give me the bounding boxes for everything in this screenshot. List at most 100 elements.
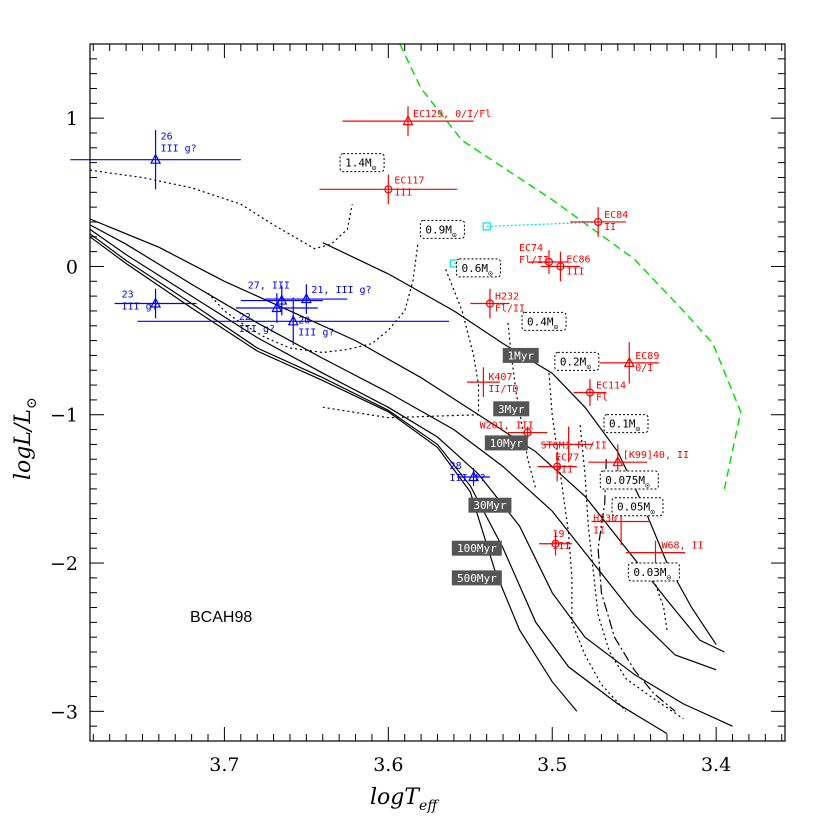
svg-text:1Myr: 1Myr xyxy=(508,349,535,362)
star-19-III xyxy=(539,531,572,556)
star-label: III g? xyxy=(298,327,334,338)
isochrone-30Myr xyxy=(89,228,733,727)
star-label: 28 xyxy=(450,461,462,472)
star-label: W68, II xyxy=(662,541,704,552)
svg-text:10Myr: 10Myr xyxy=(490,437,523,450)
isochrone-label: 100Myr xyxy=(451,540,502,556)
y-tick-label: −3 xyxy=(50,701,78,723)
star-label: III g? xyxy=(161,144,197,155)
isochrone-3Myr xyxy=(89,218,725,653)
star-label: III g? xyxy=(122,302,158,313)
star-label: 19 xyxy=(553,529,565,540)
x-tick-label: 3.4 xyxy=(701,754,731,776)
x-tick-label: 3.5 xyxy=(537,754,567,776)
isochrone-500Myr xyxy=(89,236,578,712)
star-label: EC77 xyxy=(555,453,579,464)
star-label: [K99]40, II xyxy=(623,450,689,461)
cyan-point-marker xyxy=(482,222,491,231)
mass-label: 0.1M⊙ xyxy=(603,414,649,434)
isochrone-label: 3Myr xyxy=(493,401,530,417)
star-label: EC114 xyxy=(596,381,626,392)
star-label: 21, III g? xyxy=(311,285,371,296)
star-label: III g? xyxy=(239,324,275,335)
star-EC74-Fl-II xyxy=(529,250,569,274)
star-label: II/TD xyxy=(488,384,518,395)
star-label: EC117 xyxy=(394,175,424,186)
y-tick-label: 1 xyxy=(66,108,78,130)
star-label: II xyxy=(593,526,605,537)
mass-label: 0.4M⊙ xyxy=(521,311,567,331)
star-EC117-III xyxy=(319,174,458,205)
svg-text:0.2M⊙: 0.2M⊙ xyxy=(560,355,592,371)
svg-text:0.6M⊙: 0.6M⊙ xyxy=(461,262,493,278)
star-label: EC84 xyxy=(604,210,628,221)
star-label: 27, III xyxy=(248,281,290,292)
star-EC114-Fl xyxy=(573,379,607,406)
star-label: III f? xyxy=(450,473,486,484)
star-label: K407 xyxy=(488,372,512,383)
svg-text:0.075M⊙: 0.075M⊙ xyxy=(605,474,650,490)
star-STGM1-Fl-II xyxy=(544,426,594,463)
star-label: 20 xyxy=(298,315,310,326)
x-tick-label: 3.6 xyxy=(373,754,403,776)
star-28-III-f- xyxy=(457,468,490,486)
star-21-III-g- xyxy=(265,284,348,314)
star-26-III-g- xyxy=(70,130,241,190)
mass-label: 0.05M⊙ xyxy=(611,497,664,517)
svg-text:0.1M⊙: 0.1M⊙ xyxy=(609,418,641,434)
svg-text:1.4M⊙: 1.4M⊙ xyxy=(345,157,377,173)
svg-text:500Myr: 500Myr xyxy=(457,572,497,585)
isochrone-label: 10Myr xyxy=(484,435,528,451)
star-label: 0/I xyxy=(635,363,653,374)
star-label: STGM1 Fl/II xyxy=(541,440,607,451)
x-tick-label: 3.7 xyxy=(209,754,239,776)
star-label: EC74 xyxy=(519,243,543,254)
mass-track-1.4Msun xyxy=(89,169,353,250)
y-tick-label: −2 xyxy=(50,553,78,575)
star-EC89-0-I xyxy=(599,342,659,384)
mass-label: 0.9M⊙ xyxy=(419,219,465,239)
mass-label: 0.6M⊙ xyxy=(455,258,501,278)
star-label: EC89 xyxy=(635,351,659,362)
svg-text:100Myr: 100Myr xyxy=(457,542,497,555)
star-label: 23 xyxy=(122,290,134,301)
svg-text:3Myr: 3Myr xyxy=(498,403,525,416)
star-label: III xyxy=(555,465,573,476)
svg-text:0.4M⊙: 0.4M⊙ xyxy=(527,315,559,331)
mass-track-0.075Msun xyxy=(597,459,676,712)
star-20-III-g- xyxy=(137,297,449,346)
model-label: BCAH98 xyxy=(190,609,252,626)
svg-text:30Myr: 30Myr xyxy=(473,499,506,512)
star-H232-Fl-II xyxy=(470,288,510,319)
star-label: II xyxy=(604,222,616,233)
svg-text:0.05M⊙: 0.05M⊙ xyxy=(617,501,655,517)
mass-label: 0.075M⊙ xyxy=(599,470,659,490)
star-label: Fl/II xyxy=(495,304,525,315)
mass-label: 1.4M⊙ xyxy=(339,153,385,173)
star-23-III-g- xyxy=(114,288,197,319)
star-label: 26 xyxy=(161,132,173,143)
y-tick-label: −1 xyxy=(50,405,78,427)
x-axis-label: logTeff xyxy=(370,785,439,814)
mass-track-0.2Msun xyxy=(548,373,627,712)
isochrone-label: 30Myr xyxy=(468,497,512,513)
star-label: 22 xyxy=(239,312,251,323)
isochrone-10Myr xyxy=(89,224,717,671)
star-22-III-g- xyxy=(235,293,318,323)
star-W68-II xyxy=(626,540,686,565)
mass-label: 0.2M⊙ xyxy=(554,351,600,371)
star-EC129-0-I-Fl xyxy=(342,106,474,136)
mass-label: 0.03M⊙ xyxy=(627,562,680,582)
star-EC77-III xyxy=(537,451,577,482)
svg-text:0.9M⊙: 0.9M⊙ xyxy=(425,223,457,239)
star-EC86-III xyxy=(540,251,581,282)
star-EC84-II xyxy=(570,207,627,237)
mass-track-0.1Msun xyxy=(579,425,684,720)
star-label: W201, III xyxy=(480,421,534,432)
star-label: III xyxy=(566,266,584,277)
star-label: Fl/II xyxy=(519,255,549,266)
star-label: III xyxy=(553,541,571,552)
y-axis-label: logL/L⊙ xyxy=(11,397,40,480)
